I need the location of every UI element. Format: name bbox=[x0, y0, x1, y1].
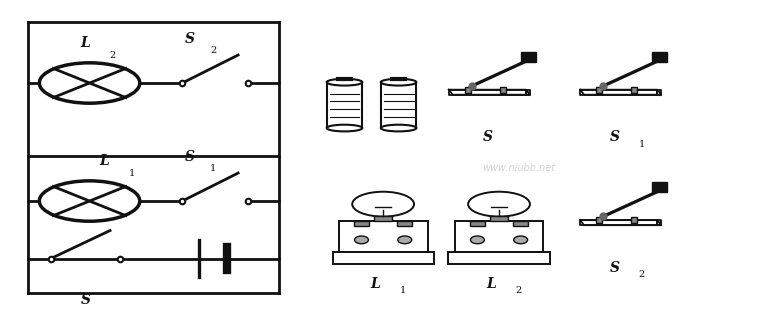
Text: S: S bbox=[610, 130, 620, 144]
Circle shape bbox=[39, 181, 140, 221]
Polygon shape bbox=[580, 90, 657, 95]
Text: L: L bbox=[100, 154, 109, 168]
Bar bbox=[381, 82, 416, 128]
Bar bbox=[327, 82, 362, 128]
Text: L: L bbox=[371, 276, 380, 290]
Circle shape bbox=[39, 63, 140, 103]
Polygon shape bbox=[526, 90, 530, 95]
Polygon shape bbox=[657, 220, 661, 225]
Bar bbox=[490, 216, 509, 221]
Ellipse shape bbox=[398, 236, 412, 244]
Text: 2: 2 bbox=[639, 270, 645, 279]
Ellipse shape bbox=[354, 236, 368, 244]
Text: S: S bbox=[610, 261, 620, 275]
Text: www.niubb.net: www.niubb.net bbox=[481, 163, 555, 173]
Polygon shape bbox=[580, 220, 661, 225]
Polygon shape bbox=[521, 51, 536, 62]
Text: L: L bbox=[80, 37, 91, 51]
Bar bbox=[339, 221, 427, 252]
Ellipse shape bbox=[381, 79, 416, 85]
Text: 1: 1 bbox=[210, 164, 216, 173]
Text: S: S bbox=[482, 130, 492, 144]
Polygon shape bbox=[449, 90, 526, 95]
Ellipse shape bbox=[381, 125, 416, 131]
Bar bbox=[374, 216, 392, 221]
Polygon shape bbox=[652, 182, 667, 192]
Text: S: S bbox=[185, 32, 195, 46]
Bar bbox=[333, 252, 433, 264]
Polygon shape bbox=[657, 90, 661, 95]
Polygon shape bbox=[449, 90, 530, 95]
Ellipse shape bbox=[327, 79, 362, 85]
Circle shape bbox=[468, 192, 530, 217]
Text: 1: 1 bbox=[399, 286, 406, 295]
Text: S: S bbox=[185, 150, 195, 164]
Circle shape bbox=[352, 192, 414, 217]
Ellipse shape bbox=[327, 125, 362, 131]
Text: S: S bbox=[80, 293, 91, 307]
Bar bbox=[397, 221, 413, 226]
Text: 2: 2 bbox=[515, 286, 522, 295]
Bar bbox=[354, 221, 369, 226]
Polygon shape bbox=[580, 90, 661, 95]
Text: L: L bbox=[486, 276, 496, 290]
Text: 2: 2 bbox=[210, 46, 216, 55]
Text: 2: 2 bbox=[110, 51, 116, 60]
Polygon shape bbox=[580, 220, 657, 225]
Bar bbox=[448, 252, 550, 264]
Ellipse shape bbox=[471, 236, 485, 244]
Bar bbox=[513, 221, 529, 226]
Ellipse shape bbox=[514, 236, 528, 244]
Bar bbox=[470, 221, 485, 226]
Text: 1: 1 bbox=[128, 169, 135, 178]
Bar bbox=[454, 221, 543, 252]
Polygon shape bbox=[652, 51, 667, 62]
Text: 1: 1 bbox=[639, 140, 645, 149]
